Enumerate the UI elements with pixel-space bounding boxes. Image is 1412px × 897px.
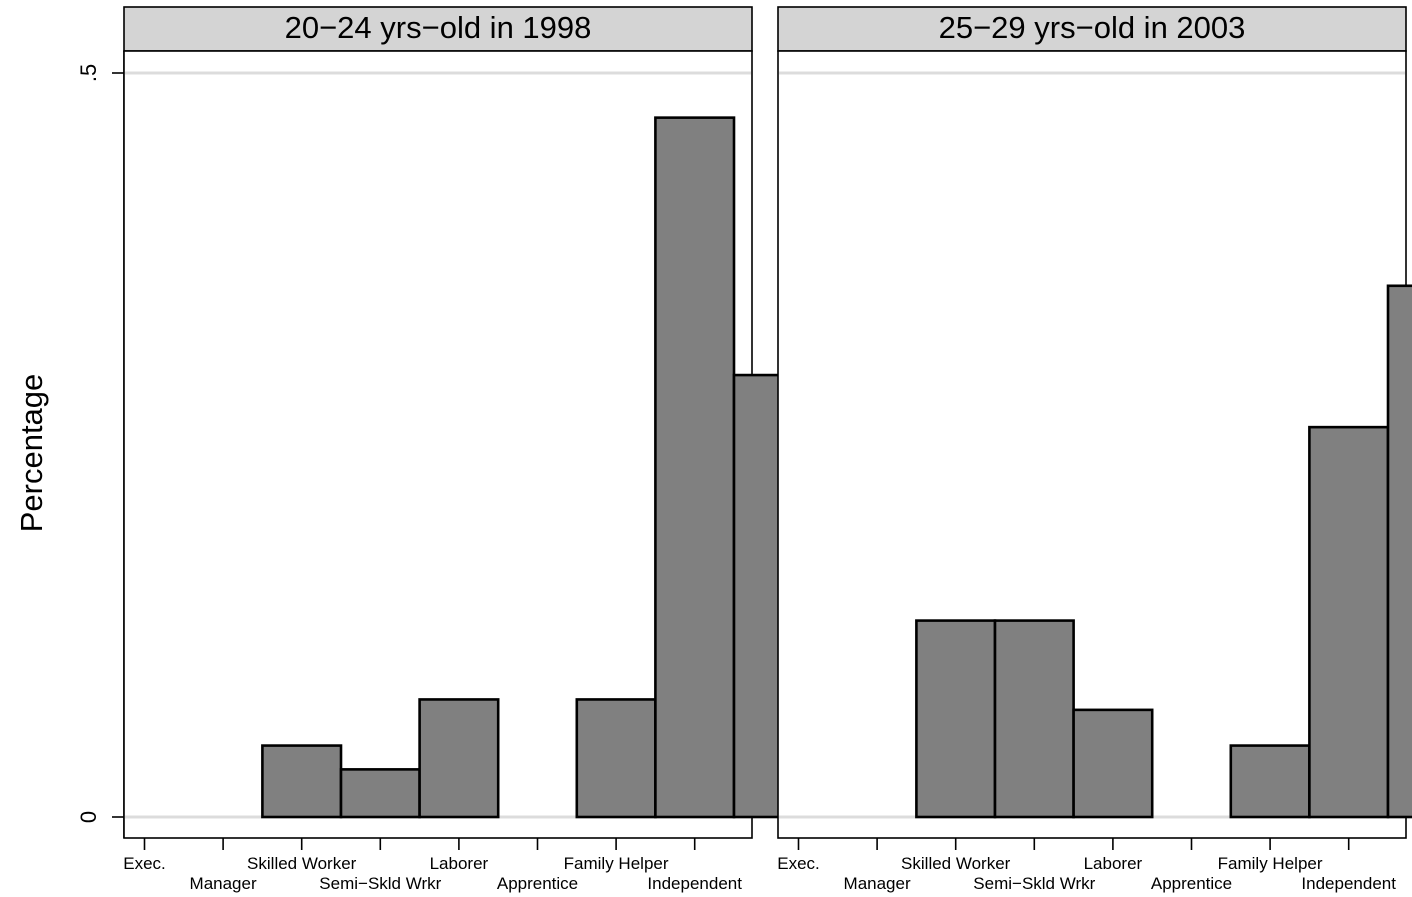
y-axis: 0.5 (76, 51, 125, 838)
bar-right-2 (993, 619, 1075, 819)
bar-left-6 (654, 116, 736, 819)
x-tick-label: Family Helper (564, 854, 669, 873)
x-tick-label: Independent (1301, 874, 1396, 893)
panel-strip (123, 6, 753, 52)
panel-title: 20−24 yrs−old in 1998 (285, 10, 592, 45)
y-tick-label: .5 (76, 64, 101, 82)
x-tick-label: Semi−Skld Wrkr (973, 874, 1095, 893)
x-tick-label: Independent (647, 874, 742, 893)
x-tick-label: Semi−Skld Wrkr (319, 874, 441, 893)
x-tick-label: Skilled Worker (901, 854, 1011, 873)
bar-right-3 (1072, 708, 1154, 819)
x-tick-label: Skilled Worker (247, 854, 357, 873)
bar-left-3 (418, 698, 500, 819)
panel-left: 20−24 yrs−old in 1998 Exec. ManagerSkilled… (123, 6, 814, 893)
bar-left-1 (261, 744, 343, 819)
plot-area (777, 50, 1407, 839)
bar-right-5 (1229, 744, 1311, 819)
x-tick-label: Exec. (123, 854, 166, 873)
x-tick-label: Manager (844, 874, 911, 893)
bar-left-2 (339, 768, 421, 819)
y-tick-label: 0 (76, 811, 101, 823)
x-tick-label: Laborer (430, 854, 489, 873)
bar-right-6 (1308, 425, 1390, 819)
x-tick-label: Manager (190, 874, 257, 893)
panel-title: 25−29 yrs−old in 2003 (939, 10, 1246, 45)
bar-right-7 (1386, 284, 1412, 819)
y-axis-label: Percentage (14, 374, 49, 533)
x-tick-label: Apprentice (497, 874, 578, 893)
x-tick-label: Laborer (1084, 854, 1143, 873)
x-tick-label: Apprentice (1151, 874, 1232, 893)
x-tick-label: Family Helper (1218, 854, 1323, 873)
panel-right: 25−29 yrs−old in 2003 Exec. ManagerSkilled… (777, 6, 1412, 893)
bar-left-5 (575, 698, 657, 819)
bar-right-1 (915, 619, 997, 819)
x-tick-label: Exec. (777, 854, 820, 873)
